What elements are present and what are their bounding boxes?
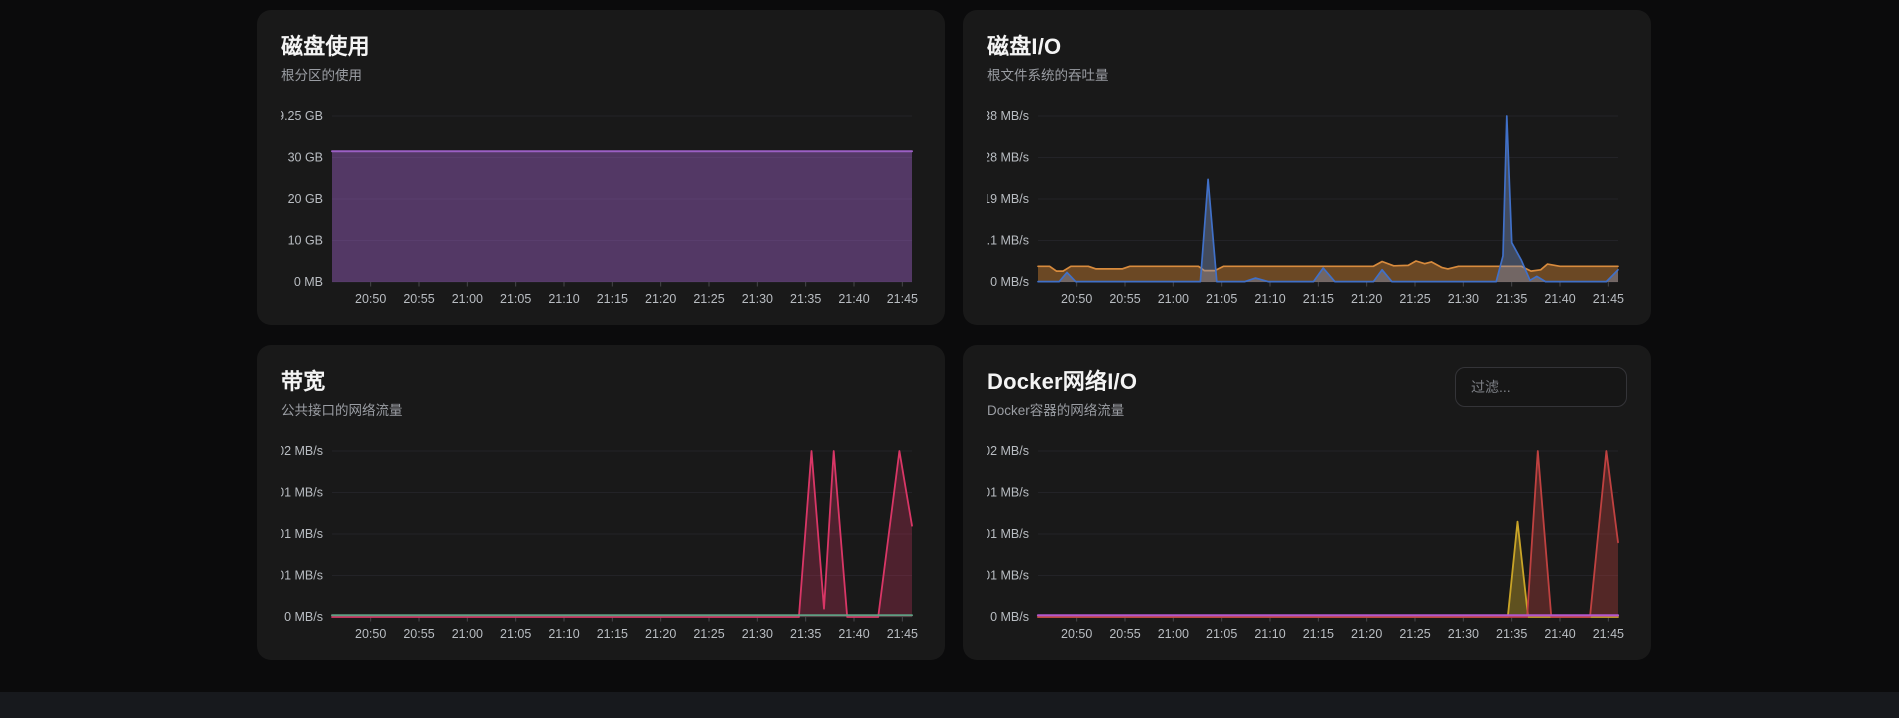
svg-text:21:40: 21:40 (1544, 627, 1575, 641)
docker-filter-input[interactable] (1455, 367, 1627, 407)
docker-network-io-chart-canvas[interactable]: 0.02 MB/s 0.01 MB/s 0.01 MB/s 0.01 MB/s 0 MB… (987, 438, 1627, 653)
card-bandwidth: 带宽 公共接口的网络流量 0.02 MB/s 0.01 MB/s 0.01 MB/s… (257, 345, 945, 660)
card-header-text: Docker网络I/O Docker容器的网络流量 (987, 369, 1137, 419)
disk-usage-title: 磁盘使用 (281, 34, 370, 59)
svg-text:21:00: 21:00 (1158, 627, 1189, 641)
svg-text:21:40: 21:40 (1544, 292, 1575, 306)
svg-text:21:00: 21:00 (1158, 292, 1189, 306)
svg-text:20:50: 20:50 (1061, 627, 1092, 641)
svg-text:21:10: 21:10 (548, 292, 579, 306)
svg-text:0 MB/s: 0 MB/s (284, 610, 323, 624)
card-disk-usage: 磁盘使用 根分区的使用 39.25 GB 30 GB 20 GB 10 GB 0 MB 2… (257, 10, 945, 325)
disk-io-title: 磁盘I/O (987, 34, 1062, 59)
svg-text:21:35: 21:35 (790, 627, 821, 641)
card-header: 磁盘使用 根分区的使用 (281, 34, 921, 84)
svg-text:21:15: 21:15 (1303, 292, 1334, 306)
svg-text:20:50: 20:50 (1061, 292, 1092, 306)
svg-text:21:10: 21:10 (548, 627, 579, 641)
svg-text:21:00: 21:00 (452, 627, 483, 641)
svg-text:21:05: 21:05 (500, 627, 531, 641)
svg-text:0 MB: 0 MB (294, 275, 323, 289)
svg-text:21:15: 21:15 (597, 292, 628, 306)
svg-text:0.01 MB/s: 0.01 MB/s (281, 569, 323, 583)
svg-text:21:05: 21:05 (1206, 627, 1237, 641)
card-header-text: 带宽 公共接口的网络流量 (281, 369, 403, 419)
svg-text:21:00: 21:00 (452, 292, 483, 306)
svg-text:21:45: 21:45 (887, 292, 918, 306)
svg-text:20:55: 20:55 (1109, 627, 1140, 641)
svg-text:21:30: 21:30 (1448, 292, 1479, 306)
svg-text:21:20: 21:20 (645, 627, 676, 641)
svg-text:21:20: 21:20 (1351, 627, 1382, 641)
bandwidth-chart-canvas[interactable]: 0.02 MB/s 0.01 MB/s 0.01 MB/s 0.01 MB/s 0 MB… (281, 438, 921, 653)
svg-text:20 GB: 20 GB (288, 192, 323, 206)
card-header: 磁盘I/O 根文件系统的吞吐量 (987, 34, 1627, 84)
svg-text:21:25: 21:25 (1399, 292, 1430, 306)
svg-text:21:15: 21:15 (1303, 627, 1334, 641)
svg-text:21:35: 21:35 (1496, 627, 1527, 641)
svg-text:21:05: 21:05 (500, 292, 531, 306)
svg-text:0.1 MB/s: 0.1 MB/s (987, 234, 1029, 248)
svg-text:21:35: 21:35 (790, 292, 821, 306)
svg-text:0.02 MB/s: 0.02 MB/s (987, 444, 1029, 458)
svg-text:10 GB: 10 GB (288, 234, 323, 248)
svg-text:0 MB/s: 0 MB/s (990, 275, 1029, 289)
svg-text:0.01 MB/s: 0.01 MB/s (987, 569, 1029, 583)
svg-text:0.19 MB/s: 0.19 MB/s (987, 192, 1029, 206)
svg-text:30 GB: 30 GB (288, 151, 323, 165)
disk-io-chart-canvas[interactable]: 0.38 MB/s 0.28 MB/s 0.19 MB/s 0.1 MB/s 0 MB/… (987, 103, 1627, 318)
svg-text:20:55: 20:55 (1109, 292, 1140, 306)
svg-text:21:25: 21:25 (693, 292, 724, 306)
svg-text:0.28 MB/s: 0.28 MB/s (987, 151, 1029, 165)
svg-text:21:40: 21:40 (838, 292, 869, 306)
svg-text:0.01 MB/s: 0.01 MB/s (281, 486, 323, 500)
svg-text:0.01 MB/s: 0.01 MB/s (281, 527, 323, 541)
svg-text:21:40: 21:40 (838, 627, 869, 641)
svg-text:0.01 MB/s: 0.01 MB/s (987, 486, 1029, 500)
svg-text:39.25 GB: 39.25 GB (281, 109, 323, 123)
svg-text:20:55: 20:55 (403, 627, 434, 641)
docker-network-io-subtitle: Docker容器的网络流量 (987, 403, 1125, 418)
svg-text:21:20: 21:20 (645, 292, 676, 306)
svg-text:0.38 MB/s: 0.38 MB/s (987, 109, 1029, 123)
svg-text:21:25: 21:25 (693, 627, 724, 641)
docker-network-io-title: Docker网络I/O (987, 369, 1138, 394)
bandwidth-title: 带宽 (281, 369, 326, 394)
svg-text:21:20: 21:20 (1351, 292, 1382, 306)
metrics-dashboard: 磁盘使用 根分区的使用 39.25 GB 30 GB 20 GB 10 GB 0 MB 2… (257, 10, 1651, 660)
svg-text:21:05: 21:05 (1206, 292, 1237, 306)
svg-text:21:15: 21:15 (597, 627, 628, 641)
svg-text:21:30: 21:30 (742, 627, 773, 641)
bandwidth-subtitle: 公共接口的网络流量 (281, 403, 403, 418)
card-header: Docker网络I/O Docker容器的网络流量 (987, 367, 1627, 419)
disk-io-subtitle: 根文件系统的吞吐量 (987, 68, 1109, 83)
disk-usage-chart-canvas[interactable]: 39.25 GB 30 GB 20 GB 10 GB 0 MB 20:50 20:55 21:… (281, 103, 921, 318)
svg-text:0.01 MB/s: 0.01 MB/s (987, 527, 1029, 541)
card-header-text: 磁盘使用 根分区的使用 (281, 34, 370, 84)
svg-text:21:25: 21:25 (1399, 627, 1430, 641)
svg-text:20:50: 20:50 (355, 627, 386, 641)
svg-text:21:45: 21:45 (1593, 627, 1624, 641)
svg-text:21:30: 21:30 (1448, 627, 1479, 641)
next-section-edge (0, 692, 1899, 718)
svg-text:21:30: 21:30 (742, 292, 773, 306)
svg-text:20:50: 20:50 (355, 292, 386, 306)
card-header: 带宽 公共接口的网络流量 (281, 369, 921, 419)
card-disk-io: 磁盘I/O 根文件系统的吞吐量 0.38 MB/s 0.28 MB/s 0.19 M… (963, 10, 1651, 325)
svg-text:21:45: 21:45 (887, 627, 918, 641)
svg-text:20:55: 20:55 (403, 292, 434, 306)
svg-text:0.02 MB/s: 0.02 MB/s (281, 444, 323, 458)
disk-usage-subtitle: 根分区的使用 (281, 68, 362, 83)
card-docker-network-io: Docker网络I/O Docker容器的网络流量 0.02 MB/s 0.01 … (963, 345, 1651, 660)
svg-text:21:10: 21:10 (1254, 292, 1285, 306)
svg-text:0 MB/s: 0 MB/s (990, 610, 1029, 624)
svg-text:21:45: 21:45 (1593, 292, 1624, 306)
svg-text:21:10: 21:10 (1254, 627, 1285, 641)
svg-text:21:35: 21:35 (1496, 292, 1527, 306)
card-header-text: 磁盘I/O 根文件系统的吞吐量 (987, 34, 1109, 84)
